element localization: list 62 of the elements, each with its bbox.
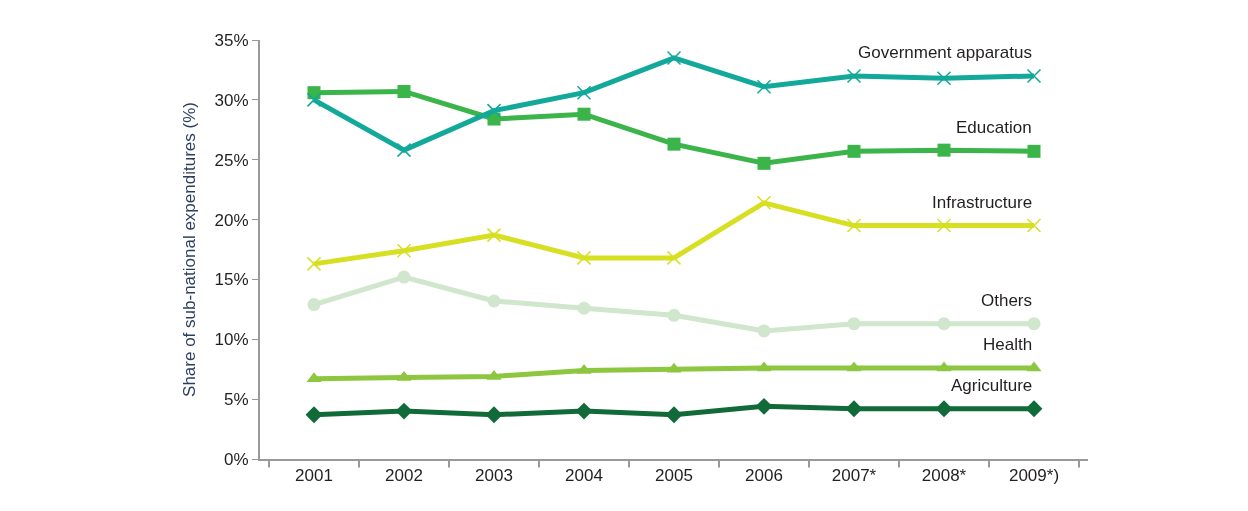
point [306,92,322,108]
series-label: Health [983,335,1033,354]
point [667,137,681,151]
x-tick-label: 2003 [475,466,513,486]
x-tick-label: 2006 [745,466,783,486]
y-tick-label: 30% [214,90,249,110]
point [397,270,411,284]
point [757,324,771,338]
x-tick-label: 2005 [655,466,693,486]
point [486,227,502,243]
y-axis-title: Share of sub-national expenditures (%) [179,102,199,397]
point [666,50,682,66]
point [577,107,591,121]
point [846,218,862,233]
point [935,400,953,418]
point [396,142,412,158]
point [847,317,861,331]
y-tick-label: 35% [214,30,249,50]
point [1025,400,1043,418]
x-tick-label: 2004 [565,466,603,486]
point [936,71,952,86]
y-tick-label: 20% [214,210,249,230]
point [756,195,772,211]
point [395,402,413,420]
point [937,317,951,331]
series-label: Education [956,118,1032,137]
point [1026,68,1042,84]
point [486,103,502,118]
y-tick-label: 0% [224,449,249,469]
x-tick-label: 2001 [295,466,333,486]
point [756,79,772,94]
series-label: Agriculture [951,376,1033,395]
point [846,68,862,84]
point [397,84,411,98]
point [937,143,951,157]
series-label: Government apparatus [858,43,1032,62]
point [396,243,412,258]
series-label: Others [981,291,1033,310]
series-label: Infrastructure [932,193,1033,212]
point [1027,144,1041,158]
y-tick-label: 10% [214,330,249,350]
point [307,298,321,312]
point [575,402,593,420]
point [487,294,501,308]
x-tick-label: 2008* [921,466,967,486]
point [666,250,682,266]
point [936,218,952,233]
x-tick-label: 2007* [831,466,877,486]
point [576,250,592,266]
point [847,144,861,158]
point [1026,218,1042,233]
point [1027,317,1041,331]
point [306,256,322,272]
x-tick-label: 2002 [385,466,423,486]
y-tick-label: 15% [214,270,249,290]
y-tick-label: 5% [224,390,249,410]
point [576,85,592,100]
y-tick-label: 25% [214,150,249,170]
x-tick-label: 2009*) [1008,466,1060,486]
point [757,156,771,170]
point [577,301,591,315]
point [667,308,681,322]
